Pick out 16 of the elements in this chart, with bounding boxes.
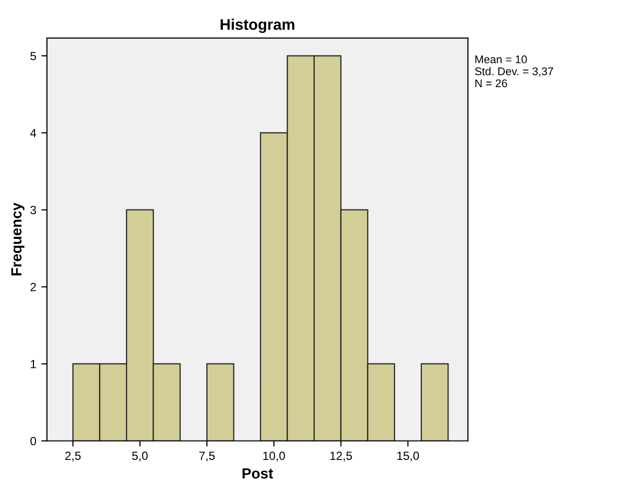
- y-tick-label: 0: [30, 436, 36, 446]
- x-tick-label: 12,5: [330, 452, 352, 462]
- x-tick-label: 2,5: [65, 452, 81, 462]
- x-tick-label: 5,0: [132, 452, 148, 462]
- y-tick-label: 5: [30, 52, 36, 60]
- y-tick-label: 2: [30, 282, 36, 292]
- x-axis-title: Post: [242, 468, 274, 479]
- x-tick-label: 7,5: [199, 452, 215, 462]
- chart-title: Histogram: [220, 18, 294, 33]
- text: Mean = 10 Std. Dev. = 3,37 N = 26: [475, 55, 554, 88]
- x-tick-label: 10,0: [263, 452, 285, 462]
- y-tick-label: 1: [30, 360, 36, 368]
- x-tick-label: 15,0: [397, 452, 419, 462]
- y-axis-title: Frequency: [11, 202, 24, 276]
- y-tick-label: 3: [30, 206, 36, 214]
- y-tick-label: 4: [30, 128, 36, 138]
